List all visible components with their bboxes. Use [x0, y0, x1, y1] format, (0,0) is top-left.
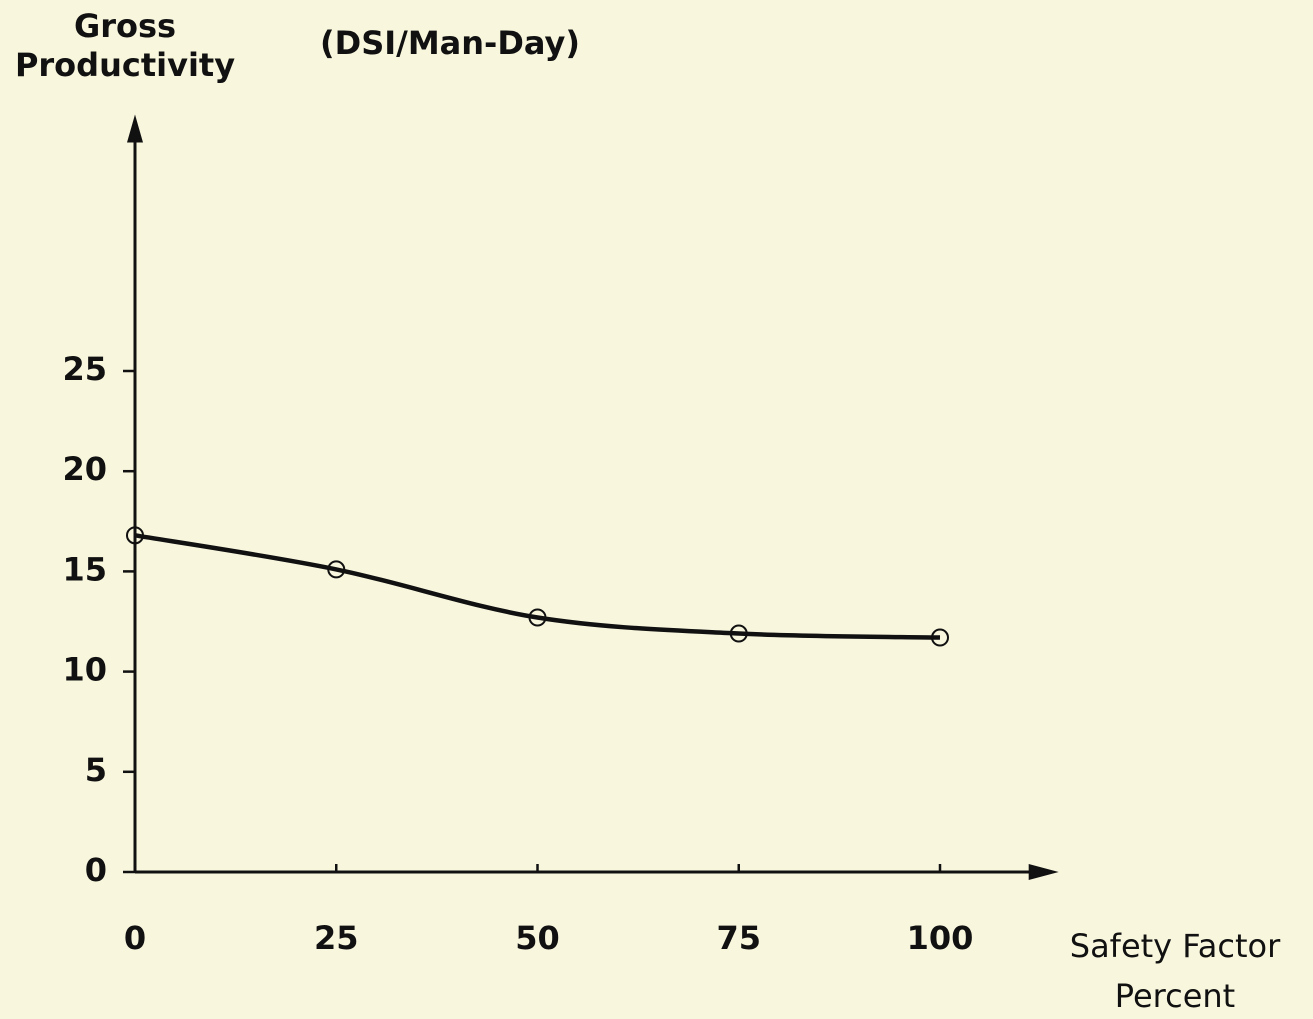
y-axis-label: Gross Productivity [15, 7, 235, 84]
y-axis-unit: (DSI/Man-Day) [320, 24, 580, 62]
data-point [729, 624, 748, 643]
y-tick-label: 25 [62, 350, 107, 388]
x-tick-label: 0 [124, 919, 146, 957]
y-tick-label: 20 [62, 450, 107, 488]
y-tick-label: 0 [85, 851, 107, 889]
y-tick-label: 10 [62, 651, 107, 689]
x-tick-label: 25 [314, 919, 359, 957]
y-tick-label: 15 [62, 550, 107, 588]
x-tick-label: 75 [716, 919, 761, 957]
data-point [931, 628, 949, 647]
data-line [134, 533, 941, 640]
y-tick-label: 5 [85, 751, 107, 789]
y-axis-arrow [127, 114, 143, 143]
data-point [126, 526, 144, 545]
data-point [327, 560, 346, 579]
data-point [528, 608, 547, 627]
x-tick-label: 100 [907, 919, 974, 957]
x-axis-arrow [1028, 864, 1059, 880]
x-tick-label: 50 [515, 919, 560, 957]
x-axis-label: Safety Factor Percent [1070, 927, 1281, 1015]
